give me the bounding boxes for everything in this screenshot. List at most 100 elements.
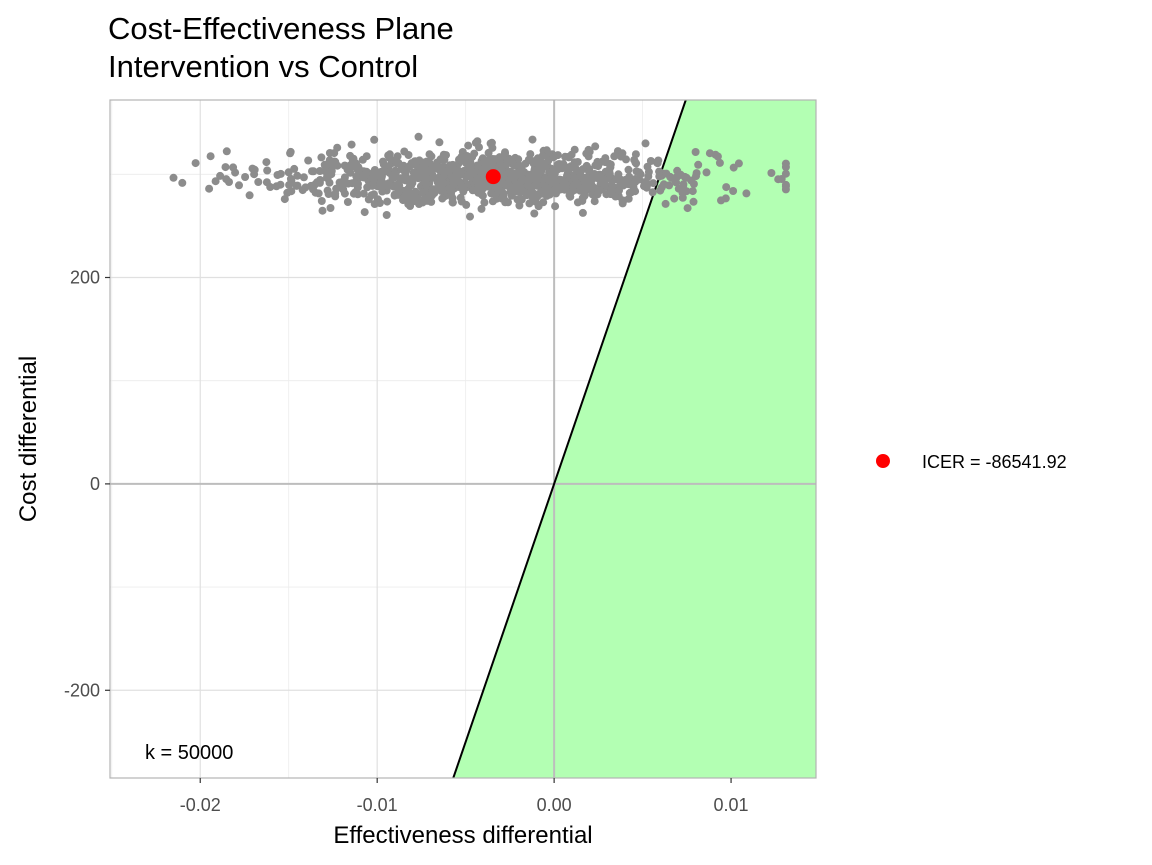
simulation-point <box>551 202 560 211</box>
simulation-point <box>590 183 598 192</box>
simulation-point <box>655 172 664 181</box>
simulation-point <box>470 149 479 158</box>
simulation-point <box>410 169 419 178</box>
y-tick-label: -200 <box>64 680 100 700</box>
simulation-point <box>326 204 335 212</box>
simulation-point <box>456 193 465 202</box>
simulation-point <box>689 197 698 206</box>
simulation-point <box>347 140 356 149</box>
simulation-point <box>490 155 499 164</box>
k-annotation: k = 50000 <box>145 742 233 764</box>
simulation-point <box>286 149 295 158</box>
simulation-point <box>678 193 687 202</box>
simulation-point <box>742 189 751 198</box>
simulation-point <box>466 212 474 221</box>
y-tick-label: 0 <box>90 474 100 494</box>
simulation-point <box>565 191 574 200</box>
wtp-threshold-line <box>452 100 687 778</box>
simulation-point <box>477 204 486 213</box>
simulation-point <box>627 188 636 197</box>
simulation-point <box>290 164 299 173</box>
simulation-point <box>430 189 439 197</box>
simulation-point <box>483 182 492 191</box>
simulation-point <box>245 191 254 200</box>
simulation-point <box>516 162 525 170</box>
simulation-point <box>774 175 783 184</box>
simulation-point <box>419 160 428 169</box>
simulation-point <box>463 172 472 181</box>
simulation-point <box>411 188 420 197</box>
simulation-point <box>530 209 539 218</box>
simulation-point <box>287 177 296 185</box>
simulation-point <box>435 138 444 147</box>
simulation-point <box>313 178 321 187</box>
simulation-point <box>262 158 271 167</box>
simulation-point <box>767 169 776 177</box>
simulation-point <box>576 171 585 180</box>
simulation-point <box>570 145 579 154</box>
simulation-point <box>523 176 532 185</box>
simulation-point <box>423 196 431 205</box>
simulation-point <box>473 174 481 183</box>
simulation-point <box>516 170 525 179</box>
simulation-point <box>692 172 700 181</box>
simulation-point <box>641 139 650 148</box>
simulation-point <box>317 153 326 162</box>
simulation-point <box>298 186 307 195</box>
simulation-point <box>206 152 215 161</box>
simulation-point <box>378 187 387 196</box>
simulation-point <box>643 162 652 171</box>
simulation-point <box>549 165 558 174</box>
simulation-point <box>542 186 551 195</box>
simulation-point <box>360 208 369 217</box>
simulation-point <box>339 179 348 187</box>
simulation-point <box>577 184 586 193</box>
simulation-point <box>538 152 547 160</box>
simulation-point <box>383 197 392 206</box>
simulation-point <box>542 146 551 155</box>
x-axis-ticks: -0.02 -0.01 0.00 0.01 <box>180 778 749 815</box>
simulation-point <box>350 178 359 187</box>
simulation-point <box>438 194 447 203</box>
icer-point <box>485 169 501 185</box>
simulation-point <box>471 138 480 147</box>
x-axis-title: Effectiveness differential <box>333 822 592 849</box>
simulation-point <box>734 159 743 168</box>
simulation-point <box>648 188 657 197</box>
simulation-point <box>557 176 566 184</box>
simulation-point <box>503 157 512 166</box>
simulation-point <box>325 178 334 187</box>
simulation-point <box>572 178 581 187</box>
chart-subtitle: Intervention vs Control <box>108 49 419 84</box>
simulation-point <box>377 178 385 187</box>
simulation-point <box>169 173 178 182</box>
simulation-point <box>781 169 790 178</box>
simulation-point <box>528 135 537 144</box>
simulation-point <box>688 187 697 196</box>
simulation-point <box>625 172 634 181</box>
simulation-point <box>464 159 473 168</box>
simulation-point <box>457 169 466 178</box>
simulation-point <box>506 167 515 176</box>
simulation-point <box>480 156 489 165</box>
simulation-point <box>632 159 641 168</box>
simulation-point <box>178 178 187 187</box>
simulation-point <box>341 161 350 170</box>
simulation-point <box>488 197 497 206</box>
simulation-point <box>422 180 430 189</box>
simulation-point <box>657 183 666 192</box>
simulation-point <box>662 169 671 178</box>
simulation-point <box>561 152 570 161</box>
simulation-point <box>404 151 413 159</box>
title-block: Cost-Effectiveness Plane Intervention vs… <box>108 10 454 86</box>
simulation-point <box>618 196 627 205</box>
simulation-point <box>414 132 423 141</box>
y-axis-title: Cost differential <box>15 356 42 522</box>
y-axis-ticks: -200 0 200 <box>64 267 110 700</box>
simulation-point <box>661 199 670 208</box>
simulation-point <box>480 198 489 207</box>
simulation-point <box>517 176 526 185</box>
simulation-point <box>497 194 506 203</box>
simulation-point <box>515 201 524 210</box>
simulation-point <box>474 188 483 197</box>
